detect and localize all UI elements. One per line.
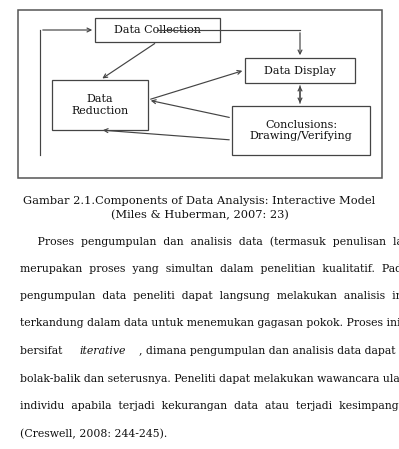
Text: pengumpulan  data  peneliti  dapat  langsung  melakukan  analisis  informasi  ya: pengumpulan data peneliti dapat langsung… <box>20 291 399 301</box>
Text: individu  apabila  terjadi  kekurangan  data  atau  terjadi  kesimpangsiuran  da: individu apabila terjadi kekurangan data… <box>20 401 399 411</box>
Text: Data Collection: Data Collection <box>114 25 201 35</box>
Bar <box>95 18 220 42</box>
Text: Conclusions:
Drawing/Verifying: Conclusions: Drawing/Verifying <box>250 120 352 141</box>
Text: merupakan  proses  yang  simultan  dalam  penelitian  kualitatif.  Pada  saat: merupakan proses yang simultan dalam pen… <box>20 264 399 273</box>
Text: , dimana pengumpulan dan analisis data dapat dilakukan secara: , dimana pengumpulan dan analisis data d… <box>139 346 399 356</box>
Text: Data
Reduction: Data Reduction <box>71 94 128 116</box>
Text: Data Display: Data Display <box>264 66 336 75</box>
Bar <box>245 58 355 83</box>
Text: (Creswell, 2008: 244-245).: (Creswell, 2008: 244-245). <box>20 428 167 439</box>
Text: Gambar 2.1.Components of Data Analysis: Interactive Model: Gambar 2.1.Components of Data Analysis: … <box>24 196 375 206</box>
Bar <box>52 80 148 130</box>
Text: terkandung dalam data untuk menemukan gagasan pokok. Proses ini juga dapat: terkandung dalam data untuk menemukan ga… <box>20 318 399 329</box>
Text: bersifat: bersifat <box>20 346 66 356</box>
Text: bolak-balik dan seterusnya. Peneliti dapat melakukan wawancara ulang terhadap: bolak-balik dan seterusnya. Peneliti dap… <box>20 374 399 383</box>
Text: (Miles & Huberman, 2007: 23): (Miles & Huberman, 2007: 23) <box>111 210 288 220</box>
Text: Proses  pengumpulan  dan  analisis  data  (termasuk  penulisan  laporan): Proses pengumpulan dan analisis data (te… <box>20 236 399 247</box>
Bar <box>18 10 382 178</box>
Bar <box>232 106 370 155</box>
Text: iterative: iterative <box>79 346 126 356</box>
